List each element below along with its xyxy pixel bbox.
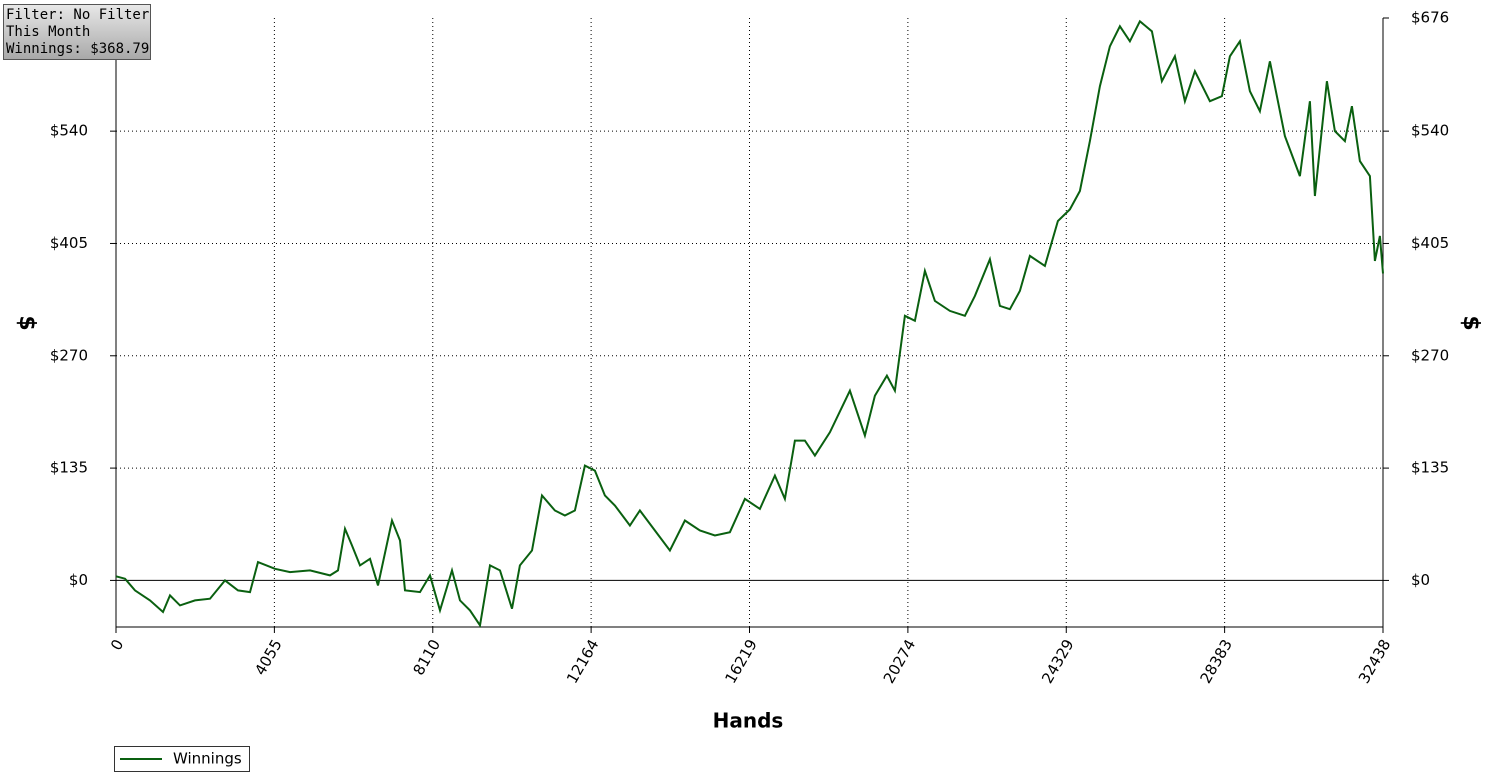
y-tick-label: $0 [69,571,88,589]
x-tick-label: 20274 [880,636,919,686]
y-tick-label: $540 [50,122,88,140]
legend-box [114,746,250,772]
legend: Winnings [114,746,250,772]
x-tick-label: 32438 [1355,636,1394,686]
annotation: Winnings: $368.79 [6,41,149,57]
y-tick-label: $405 [50,234,88,252]
x-tick-label: 24329 [1038,636,1077,686]
y2-axis-label: $ [1458,315,1483,330]
y-tick-label: $135 [50,459,88,477]
x-axis-label: Hands [713,709,784,733]
line [115,19,1384,628]
x-tick-label: 12164 [563,636,602,686]
y2-tick-label: $135 [1411,459,1449,477]
x-tick-label: 8110 [409,636,444,678]
x-tick-label: 28383 [1197,636,1236,686]
x-tick-label: 16219 [721,636,760,686]
y2-tick-label: $270 [1411,346,1449,364]
annotation: Filter: No Filter [6,7,149,23]
legend-label: Winnings [173,750,242,768]
y-tick-label: $270 [50,346,88,364]
annotation-bg [3,4,151,60]
y2-tick-label: $676 [1411,9,1449,27]
x-tick-label: 4055 [251,636,286,678]
y-axis-label: $ [14,315,39,330]
y2-tick-label: $405 [1411,234,1449,252]
y2-tick-label: $0 [1411,571,1430,589]
annotation: This Month [6,24,90,40]
y2-tick-label: $540 [1411,122,1449,140]
x-tick-label: 0 [107,636,127,653]
